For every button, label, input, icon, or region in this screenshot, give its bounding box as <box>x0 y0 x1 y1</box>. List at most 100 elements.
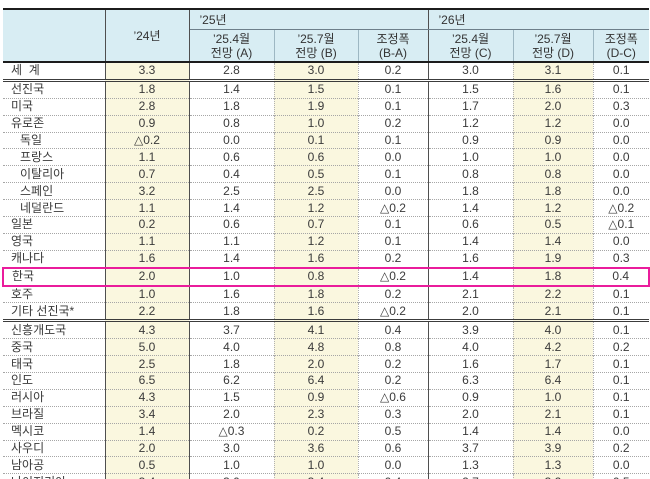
cell-value: 0.8 <box>189 114 275 133</box>
cell-value: 0.0 <box>593 165 650 183</box>
row-label: 러시아 <box>3 388 106 407</box>
cell-value: 1.0 <box>105 285 190 303</box>
cell-value: 1.2 <box>274 232 359 251</box>
cell-value: 0.1 <box>358 131 429 149</box>
cell-value: 0.6 <box>189 216 275 234</box>
cell-value: 3.6 <box>274 439 359 457</box>
cell-value: 1.9 <box>513 249 594 268</box>
cell-value: 1.8 <box>428 182 514 200</box>
cell-value: 0.2 <box>274 422 359 441</box>
cell-value: 0.5 <box>358 422 429 441</box>
cell-value: 0.0 <box>593 182 650 200</box>
row-label: 나이지리아 <box>3 473 106 479</box>
row-label: 일본 <box>3 216 106 234</box>
cell-value: 0.4 <box>358 473 429 479</box>
cell-value: 2.3 <box>274 405 359 424</box>
cell-value: 1.0 <box>274 114 359 133</box>
table-row: 미국 2.8 1.8 1.9 0.1 1.7 2.0 0.3 <box>3 97 650 116</box>
cell-value: 0.1 <box>593 285 650 303</box>
cell-value: 2.8 <box>189 62 275 82</box>
table-row: 중국 5.0 4.0 4.8 0.8 4.0 4.2 0.2 <box>3 338 650 356</box>
cell-value: 2.1 <box>428 285 514 303</box>
cell-value: 0.1 <box>358 165 429 183</box>
cell-value: 1.1 <box>105 148 190 166</box>
cell-value: △0.2 <box>358 266 429 287</box>
cell-value: 1.0 <box>189 266 275 287</box>
cell-value: 1.9 <box>274 97 359 116</box>
table-body: 세 계 3.3 2.8 3.0 0.2 3.0 3.1 0.1 선진국 1.8 1.4 1.5 0.1 1… <box>2 62 650 479</box>
cell-value: 1.6 <box>189 285 275 303</box>
cell-value: 3.2 <box>513 473 594 479</box>
cell-value: 0.0 <box>189 131 275 149</box>
cell-value: 1.5 <box>428 79 514 99</box>
cell-value: 0.6 <box>358 439 429 457</box>
cell-value: 1.8 <box>274 285 359 303</box>
cell-value: 2.0 <box>513 97 594 116</box>
cell-value: 1.6 <box>513 79 594 99</box>
row-label: 프랑스 <box>3 148 106 166</box>
row-label: 중국 <box>3 338 106 356</box>
cell-value: 2.0 <box>189 405 275 424</box>
table-row: 나이지리아3.43.03.40.42.73.20.5 <box>3 473 650 479</box>
cell-value: 6.4 <box>274 372 359 390</box>
row-label: 스페인 <box>3 182 106 200</box>
cell-value: 1.7 <box>513 355 594 373</box>
cell-value: 4.0 <box>189 338 275 356</box>
row-label: 브라질 <box>3 405 106 424</box>
cell-value: 0.1 <box>593 355 650 373</box>
cell-value: 6.3 <box>428 372 514 390</box>
row-label: 기타 선진국* <box>3 302 106 323</box>
cell-value: △0.2 <box>593 199 650 217</box>
row-label: 캐나다 <box>3 249 106 268</box>
cell-value: 0.1 <box>358 232 429 251</box>
cell-value: 0.0 <box>593 232 650 251</box>
cell-value: 0.2 <box>358 249 429 268</box>
cell-value: 3.7 <box>428 439 514 457</box>
cell-value: 2.2 <box>513 285 594 303</box>
cell-value: 1.2 <box>513 199 594 217</box>
cell-value: 0.4 <box>593 266 650 287</box>
cell-value: 3.9 <box>428 320 514 339</box>
cell-value: 2.1 <box>513 405 594 424</box>
cell-value: 1.6 <box>274 249 359 268</box>
cell-value: 0.2 <box>358 285 429 303</box>
forecast-table: ’24년 ’25년 ’26년 ’25.4월 전망 (A) ’25.7월 전망 (… <box>2 8 650 479</box>
cell-value: 2.5 <box>189 182 275 200</box>
table-row: 브라질 3.4 2.0 2.3 0.3 2.0 2.1 0.1 <box>3 405 650 424</box>
row-label: 세 계 <box>3 62 106 82</box>
cell-value: 0.2 <box>105 216 190 234</box>
cell-value: 1.8 <box>189 97 275 116</box>
cell-value: 0.0 <box>593 422 650 441</box>
cell-value: 0.9 <box>105 114 190 133</box>
cell-value: 0.2 <box>358 372 429 390</box>
table-header: ’24년 ’25년 ’26년 ’25.4월 전망 (A) ’25.7월 전망 (… <box>3 9 650 62</box>
table-row: 독일 △0.2 0.0 0.1 0.1 0.9 0.9 0.0 <box>3 131 650 149</box>
cell-value: 3.2 <box>105 182 190 200</box>
cell-value: 1.4 <box>105 422 190 441</box>
cell-value: 0.0 <box>593 114 650 133</box>
cell-value: 6.5 <box>105 372 190 390</box>
cell-value: 0.5 <box>593 473 650 479</box>
row-label: 유로존 <box>3 114 106 133</box>
cell-value: 0.2 <box>358 62 429 82</box>
cell-value: 1.4 <box>428 232 514 251</box>
row-label: 태국 <box>3 355 106 373</box>
cell-value: 0.6 <box>428 216 514 234</box>
cell-value: 0.9 <box>274 388 359 407</box>
table-row: 일본 0.2 0.6 0.7 0.1 0.6 0.5 △0.1 <box>3 216 650 234</box>
cell-value: 2.1 <box>513 302 594 323</box>
col-header-2025-group: ’25년 <box>189 9 429 30</box>
cell-value: 0.8 <box>358 338 429 356</box>
cell-value: 0.1 <box>358 79 429 99</box>
row-label: 남아공 <box>3 456 106 474</box>
table-row: 세 계 3.3 2.8 3.0 0.2 3.0 3.1 0.1 <box>3 62 650 82</box>
cell-value: 0.0 <box>358 148 429 166</box>
col-header-2024: ’24년 <box>105 9 190 62</box>
cell-value: 0.9 <box>513 131 594 149</box>
cell-value: 2.7 <box>428 473 514 479</box>
cell-value: 0.2 <box>358 114 429 133</box>
cell-value: 2.0 <box>105 439 190 457</box>
cell-value: 3.0 <box>189 439 275 457</box>
cell-value: 0.8 <box>274 266 359 287</box>
table-row: 유로존 0.9 0.8 1.0 0.2 1.2 1.2 0.0 <box>3 114 650 133</box>
